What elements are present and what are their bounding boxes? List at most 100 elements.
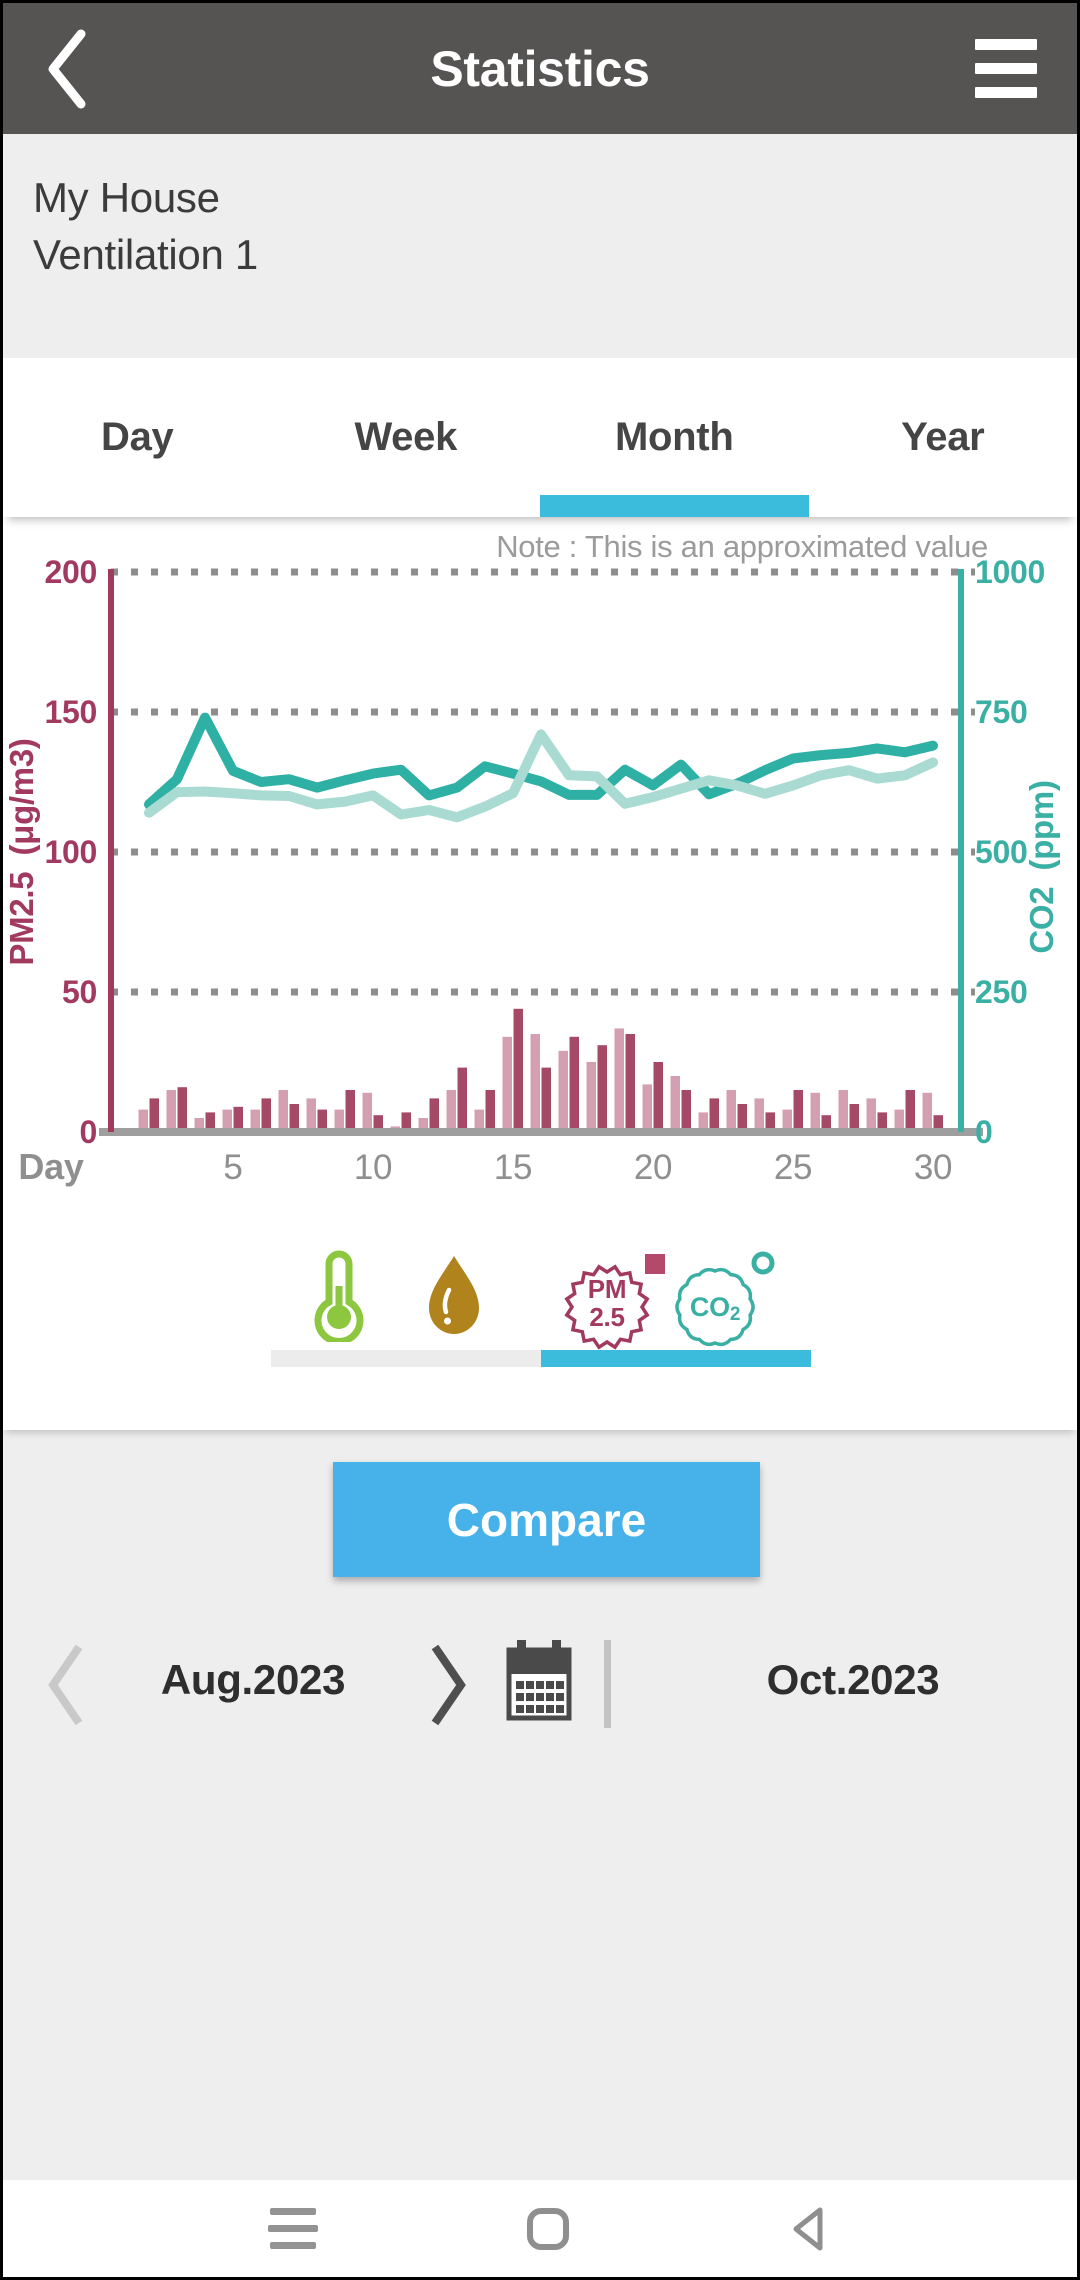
x-axis-tick: 5 (223, 1148, 242, 1187)
x-axis-label: Day (18, 1146, 83, 1187)
sensor-selection-active-segment (541, 1350, 811, 1367)
date-navigation: Aug.2023 (3, 1620, 1077, 1750)
pm25-bar-Oct.2023 (821, 1115, 831, 1132)
co2-line-Oct.2023 (144, 729, 938, 823)
pm25-bar-Oct.2023 (513, 1008, 523, 1132)
pm25-bar-Oct.2023 (317, 1109, 327, 1132)
pm25-bar-Aug.2023 (754, 1098, 764, 1132)
pm25-bar-Aug.2023 (614, 1028, 624, 1132)
pm25-bar-Aug.2023 (138, 1109, 148, 1132)
chart-note: Note : This is an approximated value (496, 529, 988, 564)
left-axis-tick: 100 (45, 834, 98, 870)
right-axis-title: CO2 (ppm) (1023, 780, 1060, 953)
pm25-bar-Oct.2023 (205, 1112, 215, 1132)
pm25-bar-Aug.2023 (698, 1112, 708, 1132)
pm25-bar-Oct.2023 (233, 1106, 243, 1132)
pm25-bar-Aug.2023 (838, 1090, 848, 1132)
pm25-bar-Oct.2023 (765, 1112, 775, 1132)
sensor-temperature-button[interactable] (304, 1250, 374, 1347)
right-axis-tick: 0 (975, 1114, 993, 1150)
pm25-bar-Aug.2023 (250, 1109, 260, 1132)
recents-button[interactable] (253, 2194, 333, 2264)
home-button[interactable] (508, 2194, 588, 2264)
pm25-bar-Oct.2023 (569, 1036, 579, 1132)
chevron-left-icon (48, 1644, 83, 1726)
back-triangle-icon (793, 2207, 823, 2251)
pm25-bar-Oct.2023 (933, 1115, 943, 1132)
pm25-bar-Oct.2023 (849, 1104, 859, 1132)
pm25-bar-Oct.2023 (681, 1090, 691, 1132)
pm25-bar-Aug.2023 (502, 1036, 512, 1132)
co2-line-Aug.2023 (144, 712, 938, 810)
sensor-co2-button[interactable]: CO2 (671, 1250, 781, 1355)
pm25-bar-Oct.2023 (793, 1090, 803, 1132)
hamburger-bar (975, 87, 1037, 98)
pm25-bar-Aug.2023 (586, 1062, 596, 1132)
compare-button[interactable]: Compare (333, 1462, 760, 1577)
calendar-picker-button[interactable] (505, 1638, 573, 1727)
pm25-badge-icon: PM 2.5 (564, 1254, 665, 1350)
pm25-bar-Oct.2023 (261, 1098, 271, 1132)
page-title: Statistics (430, 40, 650, 97)
pm25-bar-Oct.2023 (709, 1098, 719, 1132)
pm25-bar-Aug.2023 (726, 1090, 736, 1132)
sensor-humidity-button[interactable] (419, 1250, 489, 1347)
home-icon (527, 2208, 569, 2250)
site-name: My House (33, 174, 220, 221)
hamburger-bar (975, 63, 1037, 74)
pm25-bar-Oct.2023 (905, 1090, 915, 1132)
system-navigation-bar (3, 2180, 1077, 2277)
app-bar: Statistics (3, 3, 1077, 134)
tab-month[interactable]: Month (615, 415, 734, 459)
pm25-bar-Oct.2023 (737, 1104, 747, 1132)
pm25-bar-Oct.2023 (429, 1098, 439, 1132)
left-axis-title: PM2.5 (μg/m3) (3, 738, 40, 965)
left-axis-tick: 200 (45, 554, 98, 590)
pm25-bar-Aug.2023 (278, 1090, 288, 1132)
chart-card: Note : This is an approximated value 0 50 1… (3, 517, 1077, 1430)
pm25-bar-Aug.2023 (166, 1090, 176, 1132)
pm25-bar-Oct.2023 (289, 1104, 299, 1132)
thermometer-icon (314, 1250, 364, 1345)
pm25-bar-Aug.2023 (530, 1034, 540, 1132)
right-month-label: Oct.2023 (766, 1656, 940, 1703)
pm25-bar-Oct.2023 (541, 1067, 551, 1132)
pm25-bar-Oct.2023 (177, 1087, 187, 1132)
pm25-bar-Aug.2023 (306, 1098, 316, 1132)
recents-icon (268, 2208, 318, 2249)
next-month-button[interactable] (427, 1642, 469, 1733)
selected-tab-underline (540, 495, 809, 517)
compare-section: Compare Aug.2023 (3, 1430, 1077, 2180)
pm25-bar-Oct.2023 (653, 1062, 663, 1132)
sensor-pm25-button[interactable]: PM 2.5 (563, 1250, 673, 1355)
statistics-chart: Note : This is an approximated value0501… (3, 529, 1060, 1187)
svg-text:PM: PM (588, 1274, 626, 1304)
left-axis-tick: 0 (80, 1114, 98, 1150)
left-axis-tick: 50 (62, 974, 97, 1010)
pm25-bar-Oct.2023 (149, 1098, 159, 1132)
sensor-toggle-row: PM 2.5 CO2 (3, 1250, 1077, 1390)
pm25-bar-Aug.2023 (642, 1084, 652, 1132)
right-axis-tick: 750 (975, 694, 1028, 730)
pm25-bar-Aug.2023 (782, 1109, 792, 1132)
tab-week[interactable]: Week (354, 415, 458, 459)
calendar-icon (506, 1640, 572, 1721)
hamburger-menu-button[interactable] (975, 38, 1037, 100)
x-axis-tick: 30 (914, 1148, 952, 1187)
pm25-bar-Oct.2023 (373, 1115, 383, 1132)
hamburger-bar (975, 39, 1037, 50)
previous-month-button[interactable] (45, 1642, 87, 1733)
pm25-bar-Aug.2023 (222, 1109, 232, 1132)
device-name: Ventilation 1 (33, 230, 258, 278)
back-button[interactable] (43, 29, 103, 109)
android-back-button[interactable] (768, 2194, 848, 2264)
tab-day[interactable]: Day (101, 415, 174, 459)
x-axis-tick: 25 (774, 1148, 812, 1187)
x-axis-tick: 15 (494, 1148, 532, 1187)
tab-year[interactable]: Year (901, 415, 985, 459)
period-tabs: Day Week Month Year (3, 358, 1077, 517)
pm25-bar-Oct.2023 (401, 1112, 411, 1132)
sensor-selection-track (271, 1350, 811, 1367)
pm25-bar-Oct.2023 (877, 1112, 887, 1132)
